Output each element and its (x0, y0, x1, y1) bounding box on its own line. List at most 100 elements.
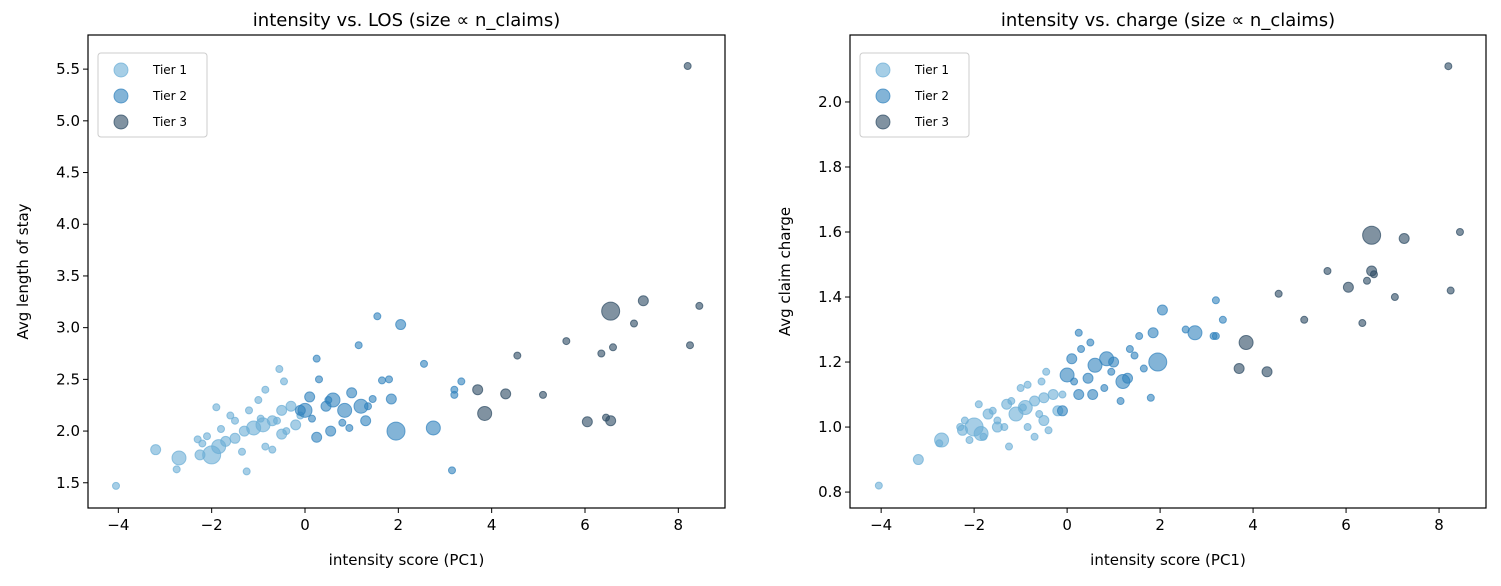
data-point (378, 376, 386, 385)
data-point (325, 425, 337, 437)
data-point (1056, 405, 1068, 417)
data-point (1077, 345, 1086, 354)
data-point (261, 442, 270, 451)
data-point (217, 424, 225, 433)
data-point (695, 301, 704, 310)
data-point (1362, 276, 1371, 285)
data-point (472, 384, 484, 396)
chart-title: intensity vs. LOS (size ∝ n_claims) (253, 10, 560, 31)
data-point (1038, 415, 1050, 427)
data-point (285, 400, 297, 412)
plot-frame (87, 34, 726, 509)
data-point (450, 385, 459, 394)
data-point (1042, 367, 1051, 376)
data-point (513, 351, 522, 360)
data-point (1444, 62, 1453, 71)
data-point (979, 432, 988, 441)
data-point (1147, 327, 1159, 339)
data-point (1446, 286, 1455, 295)
data-point (1366, 265, 1378, 277)
data-point (1058, 390, 1067, 399)
data-point (1030, 432, 1039, 441)
legend-marker-tier-3 (875, 114, 891, 130)
data-point (1018, 403, 1027, 412)
data-point (1107, 367, 1116, 376)
data-point (337, 402, 353, 418)
data-point (268, 445, 277, 454)
data-point (1390, 293, 1399, 302)
x-tick-label: 0 (1062, 516, 1072, 534)
legend-marker-tier-1 (113, 62, 129, 78)
y-tick-label: 4.5 (56, 164, 80, 182)
data-point (203, 432, 211, 441)
data-point (304, 391, 316, 403)
data-point (1029, 395, 1041, 407)
data-point (1362, 225, 1382, 245)
x-axis-label: intensity score (PC1) (1090, 551, 1246, 569)
data-point (1000, 423, 1009, 432)
data-point (686, 341, 694, 350)
x-tick-label: 8 (1434, 516, 1444, 534)
data-point (683, 62, 692, 71)
y-tick-label: 1.8 (818, 158, 842, 176)
y-tick-label: 4.0 (56, 215, 80, 233)
data-point (254, 396, 263, 405)
data-point (1087, 357, 1103, 373)
legend-label: Tier 2 (152, 89, 187, 103)
chart-panel-1: −4 −2 0 2 4 6 8 1.5 2.0 2.5 3.0 3.5 4.0 4.5 5.0 5.5 inte… (14, 10, 726, 569)
legend: Tier 1 Tier 2 Tier 3 (859, 52, 970, 138)
data-point (500, 388, 512, 400)
data-point (425, 420, 441, 436)
x-tick-label: 2 (394, 516, 404, 534)
chart-title: intensity vs. charge (size ∝ n_claims) (1001, 10, 1335, 31)
data-point (477, 405, 493, 421)
data-point (1139, 364, 1148, 373)
data-point (346, 387, 358, 399)
data-point (1218, 315, 1227, 324)
data-point (1238, 335, 1254, 351)
data-point (993, 416, 1002, 425)
data-point (1086, 338, 1095, 347)
data-point (956, 423, 965, 432)
x-tick-label: 4 (487, 516, 497, 534)
data-point (1100, 384, 1109, 393)
data-point (172, 465, 181, 474)
data-point (1455, 228, 1464, 237)
data-point (420, 359, 428, 368)
data-point (315, 375, 323, 384)
data-point (1035, 410, 1044, 419)
data-point (457, 377, 466, 386)
legend-label: Tier 1 (152, 63, 187, 77)
data-point (609, 343, 617, 352)
data-point (1037, 377, 1046, 386)
data-point (282, 427, 291, 436)
y-tick-label: 2.0 (56, 422, 80, 440)
data-point (1146, 393, 1155, 402)
y-tick-label: 1.5 (56, 474, 80, 492)
data-point (935, 439, 944, 448)
data-point (220, 435, 232, 447)
data-point (1187, 325, 1203, 341)
plot-frame (849, 34, 1487, 509)
x-tick-label: 0 (300, 516, 310, 534)
x-tick-label: −4 (107, 516, 129, 534)
data-point (539, 390, 547, 399)
x-tick-label: −2 (201, 516, 223, 534)
y-tick-label: 2.5 (56, 370, 80, 388)
y-tick-label: 3.5 (56, 267, 80, 285)
x-axis-label: intensity score (PC1) (329, 551, 485, 569)
data-point (212, 403, 221, 412)
data-point (912, 454, 924, 466)
data-point (1082, 372, 1094, 384)
data-point (261, 385, 270, 394)
data-point (312, 354, 321, 363)
data-point (1116, 397, 1125, 406)
data-point (280, 377, 288, 386)
data-point (385, 393, 397, 405)
data-point (874, 481, 883, 490)
y-tick-label: 3.0 (56, 319, 80, 337)
data-point (1007, 397, 1016, 406)
legend-marker-tier-2 (875, 88, 891, 104)
data-point (231, 416, 239, 425)
legend-marker-tier-2 (113, 88, 129, 104)
